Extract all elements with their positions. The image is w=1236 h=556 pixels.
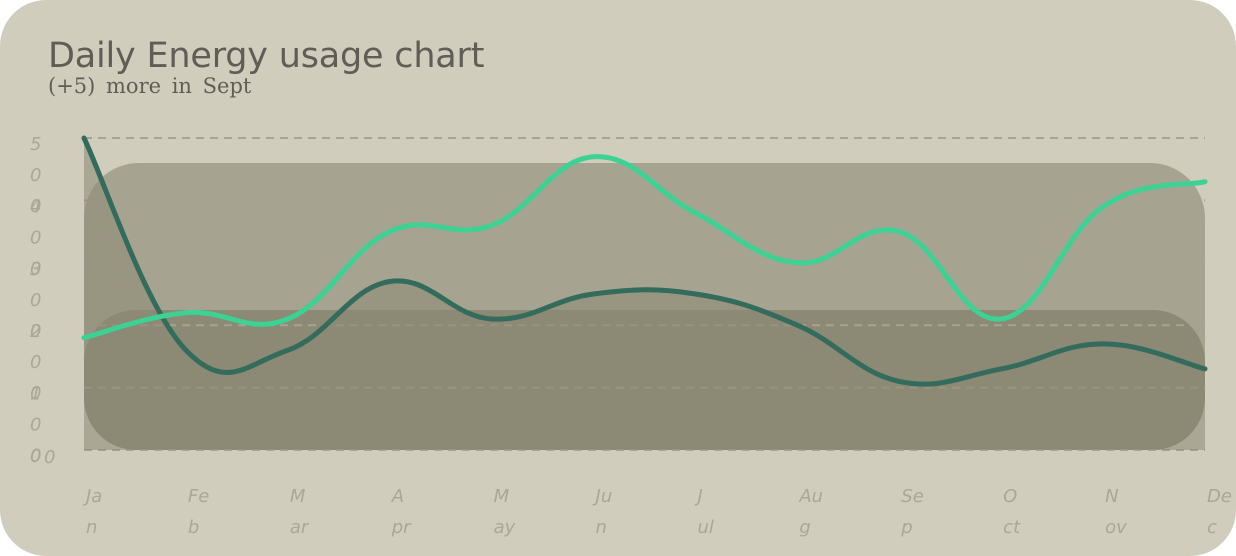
x-tick-label: ay: [494, 517, 516, 538]
y-tick-label: 0: [30, 446, 41, 467]
chart-title: Daily Energy usage chart: [48, 36, 485, 76]
x-tick-label: n: [86, 517, 97, 538]
x-tick-label: De: [1207, 486, 1232, 507]
y-tick-label: 0: [30, 415, 41, 436]
y-tick-label: 0: [30, 196, 41, 217]
x-tick-label: g: [799, 517, 810, 538]
x-tick-label: ov: [1105, 517, 1127, 538]
y-tick-label: 5: [30, 134, 41, 155]
x-tick-label: Fe: [188, 486, 209, 507]
x-tick-label: M: [290, 486, 306, 507]
series-2-area: [84, 138, 1205, 450]
x-tick-label: Ju: [593, 486, 613, 507]
x-tick-label: b: [188, 517, 199, 538]
y-tick-label: 0: [30, 321, 41, 342]
x-tick-label: ct: [1003, 517, 1021, 538]
y-tick-label: 0: [30, 352, 41, 373]
y-tick-label: 2: [30, 321, 41, 342]
x-tick-label: J: [694, 486, 702, 507]
x-tick-label: ar: [290, 517, 310, 538]
x-tick-label: ul: [697, 517, 713, 538]
y-tick-label: 0: [30, 383, 41, 404]
x-tick-label: N: [1105, 486, 1118, 507]
x-tick-label: Se: [901, 486, 924, 507]
x-tick-label: M: [494, 486, 510, 507]
y-tick-label: 3: [30, 259, 41, 280]
x-tick-label: O: [1003, 486, 1017, 507]
chart-subtitle: (+5) more in Sept: [48, 74, 252, 98]
y-tick-label: 0: [30, 227, 41, 248]
x-tick-label: c: [1207, 517, 1217, 538]
series-2-line: [81, 135, 1208, 387]
x-tick-label: Ja: [83, 486, 102, 507]
x-tick-label: pr: [391, 517, 412, 538]
x-tick-label: A: [391, 486, 404, 507]
y-tick-label: 0: [30, 258, 41, 279]
y-tick-label: 4: [30, 196, 41, 217]
y-tick-label: 0: [30, 165, 41, 186]
x-tick-label: Au: [798, 486, 823, 507]
series-1-line: [81, 154, 1208, 341]
y-tick-label: 1: [30, 384, 41, 405]
x-tick-label: p: [900, 517, 912, 538]
x-tick-label: n: [596, 517, 607, 538]
y-tick-label: 0: [30, 446, 41, 467]
y-tick-label: 0: [30, 290, 41, 311]
y-tick-label: 0: [44, 447, 55, 468]
